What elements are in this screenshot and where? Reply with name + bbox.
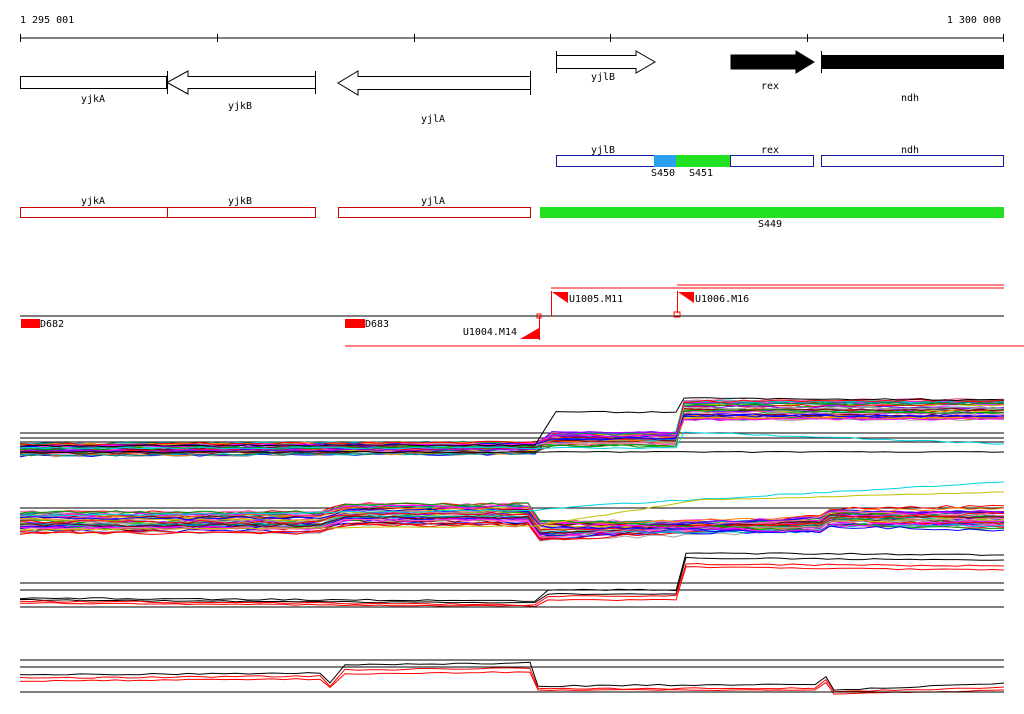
gene-arrow: [730, 50, 815, 74]
coordinate-ruler: 1 295 001 1 300 000: [20, 15, 1004, 42]
feature-label: U1005.M11: [569, 294, 623, 305]
marker-label: S451: [689, 168, 713, 179]
segment-track-blue: yjlB rex ndh S450 S451: [556, 145, 1004, 179]
feature-tick-box: [536, 313, 542, 319]
marker-S451[interactable]: S451: [676, 155, 730, 179]
profile-trace: [19, 562, 1005, 607]
feature-U1005-M11[interactable]: U1005.M11: [551, 291, 624, 316]
segment-label: yjkB: [228, 196, 252, 207]
feature-track: D682 D683 U1004.M14 U1005.M11 U1006.M16: [20, 284, 1024, 347]
feature-block: [21, 319, 40, 328]
gene-label: yjkB: [228, 101, 252, 112]
segment-label: rex: [761, 145, 779, 156]
profile-trace: [19, 481, 1005, 517]
feature-label: U1006.M16: [695, 294, 749, 305]
gene-yjkA[interactable]: yjkA: [20, 76, 167, 106]
profile-trace: [19, 511, 1005, 532]
profile-trace: [19, 401, 1005, 447]
feature-flag-icon: [678, 292, 694, 303]
feature-U1006-M16[interactable]: U1006.M16: [677, 291, 750, 313]
profile-trace: [19, 511, 1005, 538]
segment-box[interactable]: [338, 207, 531, 218]
gene-arrow: [337, 70, 531, 96]
profile-trace: [19, 431, 1005, 450]
gene-box: [20, 76, 167, 89]
highlight-S449[interactable]: S449: [540, 207, 1004, 230]
feature-flag-icon: [552, 292, 568, 303]
segment-track-red: yjkA yjkB yjlA S449: [20, 196, 1004, 230]
gene-yjlA[interactable]: yjlA: [337, 70, 531, 125]
marker-block: [676, 155, 730, 167]
gene-label: yjlA: [421, 114, 445, 125]
profile-trace: [19, 450, 1005, 454]
segment-label: yjlA: [421, 196, 445, 207]
profile-track-2: [19, 481, 1005, 542]
ruler-end-label: 1 300 000: [947, 15, 1001, 26]
gene-yjlB[interactable]: yjlB: [556, 50, 656, 83]
feature-label: D682: [40, 319, 64, 330]
profile-trace: [19, 416, 1005, 446]
feature-D682[interactable]: D682: [21, 319, 64, 330]
segment-box[interactable]: [167, 207, 316, 218]
feature-flag-icon: [520, 328, 539, 339]
profile-trace: [19, 514, 1005, 534]
highlight-label: S449: [758, 219, 782, 230]
profile-trace: [19, 397, 1005, 448]
marker-S450[interactable]: S450: [651, 155, 676, 179]
marker-label: S450: [651, 168, 675, 179]
gene-label: ndh: [901, 93, 919, 104]
gene-label: yjkA: [81, 94, 105, 105]
profile-trace: [20, 556, 1005, 604]
feature-U1004-M14[interactable]: U1004.M14: [463, 327, 539, 339]
gene-label: yjlB: [591, 72, 615, 83]
profile-track-3: [19, 552, 1005, 608]
segment-label: ndh: [901, 145, 919, 156]
feature-label: D683: [365, 319, 389, 330]
feature-label: U1004.M14: [463, 327, 517, 338]
profile-trace: [19, 514, 1005, 534]
profile-track-4: [19, 659, 1005, 695]
marker-block: [654, 155, 676, 167]
gene-box: [821, 55, 1004, 69]
segment-label: yjlB: [591, 145, 615, 156]
segment-box[interactable]: [821, 155, 1004, 167]
ruler-start-label: 1 295 001: [20, 15, 74, 26]
feature-D683[interactable]: D683: [345, 319, 389, 330]
gene-yjkB[interactable]: yjkB: [165, 70, 316, 112]
profile-trace: [19, 502, 1005, 533]
gene-ndh[interactable]: ndh: [821, 51, 1004, 104]
segment-box[interactable]: [20, 207, 168, 218]
profile-track-1: [19, 397, 1005, 458]
profile-trace: [19, 491, 1004, 531]
gene-track: yjkA yjkB yjlA yjlB rex ndh: [20, 50, 1004, 125]
profile-trace: [19, 566, 1005, 608]
gene-arrow: [556, 50, 656, 74]
gene-label: rex: [761, 81, 779, 92]
profile-trace: [19, 416, 1005, 446]
profile-trace: [19, 405, 1005, 453]
profile-trace: [20, 509, 1005, 529]
profile-trace: [19, 417, 1005, 448]
gene-rex[interactable]: rex: [730, 50, 815, 92]
feature-block: [345, 319, 365, 328]
profile-trace: [20, 661, 1005, 691]
highlight-block: [540, 207, 1004, 218]
gene-arrow: [165, 70, 316, 95]
profile-trace: [19, 512, 1005, 531]
profile-trace: [19, 671, 1005, 695]
profile-trace: [19, 552, 1004, 602]
profile-trace: [19, 401, 1005, 457]
segment-label: yjkA: [81, 196, 105, 207]
